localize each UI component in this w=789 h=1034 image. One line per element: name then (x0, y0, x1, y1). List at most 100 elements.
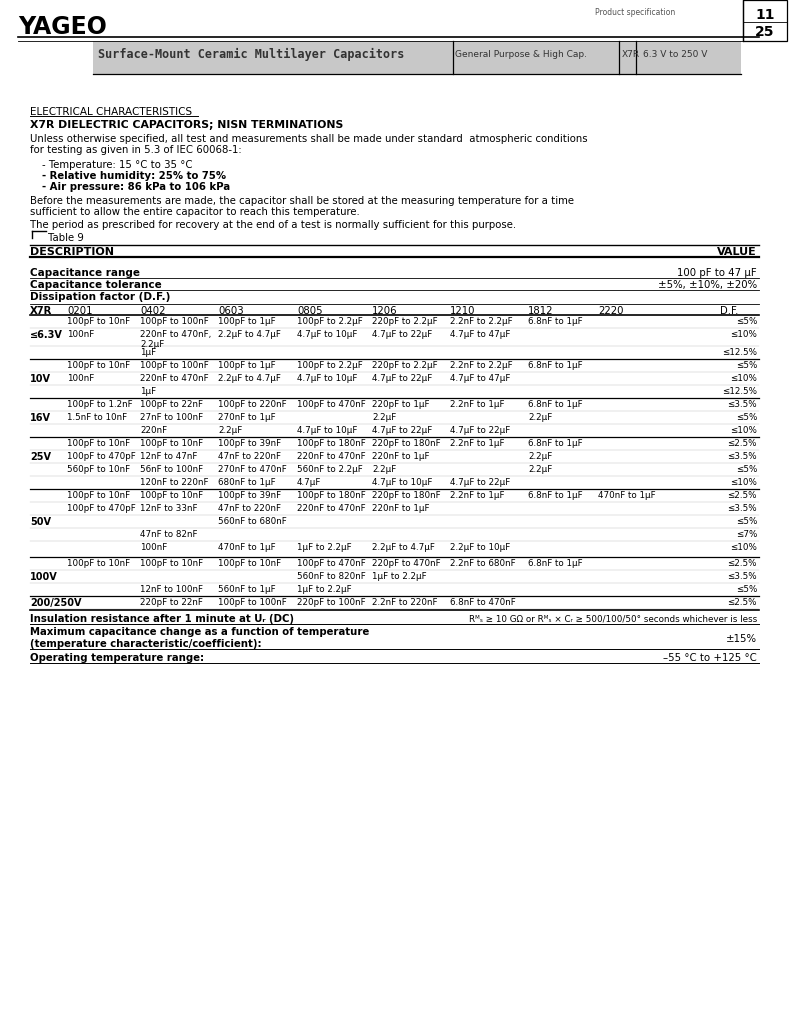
Text: ±5%, ±10%, ±20%: ±5%, ±10%, ±20% (658, 280, 757, 290)
Text: 4.7μF to 22μF: 4.7μF to 22μF (372, 426, 432, 435)
Text: 1μF to 2.2μF: 1μF to 2.2μF (297, 585, 352, 594)
Text: 220pF to 180nF: 220pF to 180nF (372, 491, 440, 500)
Text: Maximum capacitance change as a function of temperature
(temperature characteris: Maximum capacitance change as a function… (30, 627, 369, 648)
Text: 2.2μF to 4.7μF: 2.2μF to 4.7μF (218, 330, 281, 339)
Text: 100pF to 2.2μF: 100pF to 2.2μF (297, 317, 363, 326)
Text: 100pF to 39nF: 100pF to 39nF (218, 491, 281, 500)
Text: sufficient to allow the entire capacitor to reach this temperature.: sufficient to allow the entire capacitor… (30, 207, 360, 217)
Text: 50V: 50V (30, 517, 51, 527)
Text: Unless otherwise specified, all test and measurements shall be made under standa: Unless otherwise specified, all test and… (30, 134, 588, 144)
Text: 220nF to 1μF: 220nF to 1μF (372, 452, 429, 461)
Text: 2.2μF: 2.2μF (528, 465, 552, 474)
Text: ±15%: ±15% (726, 634, 757, 644)
Text: 4.7μF to 10μF: 4.7μF to 10μF (297, 426, 357, 435)
Text: 100pF to 10nF: 100pF to 10nF (67, 317, 130, 326)
Text: 100nF: 100nF (67, 374, 94, 383)
Text: 220pF to 2.2μF: 220pF to 2.2μF (372, 317, 438, 326)
Text: ≤7%: ≤7% (735, 530, 757, 539)
Text: 100pF to 22nF: 100pF to 22nF (140, 400, 203, 409)
Text: 470nF to 1μF: 470nF to 1μF (598, 491, 656, 500)
Text: ≤3.5%: ≤3.5% (727, 504, 757, 513)
Text: 200/250V: 200/250V (30, 598, 81, 608)
Text: 12nF to 100nF: 12nF to 100nF (140, 585, 203, 594)
Text: 2.2nF to 680nF: 2.2nF to 680nF (450, 559, 516, 568)
Text: ≤2.5%: ≤2.5% (727, 598, 757, 607)
Text: 220pF to 22nF: 220pF to 22nF (140, 598, 203, 607)
Text: 560nF to 1μF: 560nF to 1μF (218, 585, 275, 594)
Text: 680nF to 1μF: 680nF to 1μF (218, 478, 275, 487)
Text: 16V: 16V (30, 413, 51, 423)
Text: 100pF to 1μF: 100pF to 1μF (218, 361, 275, 370)
Text: 220nF to 470nF: 220nF to 470nF (140, 374, 208, 383)
Text: 2.2nF to 220nF: 2.2nF to 220nF (372, 598, 437, 607)
Text: 12nF to 47nF: 12nF to 47nF (140, 452, 197, 461)
Text: 2.2μF: 2.2μF (372, 465, 396, 474)
Text: - Air pressure: 86 kPa to 106 kPa: - Air pressure: 86 kPa to 106 kPa (42, 182, 230, 192)
Text: 4.7μF to 22μF: 4.7μF to 22μF (372, 330, 432, 339)
Text: ≤12.5%: ≤12.5% (722, 387, 757, 396)
Text: 0805: 0805 (297, 306, 323, 316)
Text: ≤10%: ≤10% (730, 330, 757, 339)
Text: 1μF: 1μF (140, 348, 156, 357)
Text: - Temperature: 15 °C to 35 °C: - Temperature: 15 °C to 35 °C (42, 160, 193, 170)
Text: 220pF to 100nF: 220pF to 100nF (297, 598, 365, 607)
Text: X7R: X7R (622, 50, 640, 59)
Text: 4.7μF to 22μF: 4.7μF to 22μF (450, 426, 510, 435)
Text: ≤3.5%: ≤3.5% (727, 400, 757, 409)
Text: –55 °C to +125 °C: –55 °C to +125 °C (664, 653, 757, 663)
Text: YAGEO: YAGEO (18, 16, 107, 39)
Text: 220nF to 470nF,
2.2μF: 220nF to 470nF, 2.2μF (140, 330, 211, 349)
Text: 100pF to 10nF: 100pF to 10nF (67, 559, 130, 568)
Text: 560pF to 10nF: 560pF to 10nF (67, 465, 130, 474)
Text: 100pF to 180nF: 100pF to 180nF (297, 491, 366, 500)
Text: ≤5%: ≤5% (735, 465, 757, 474)
Text: 100nF: 100nF (67, 330, 94, 339)
Text: 220nF to 470nF: 220nF to 470nF (297, 452, 365, 461)
Text: 6.8nF to 1μF: 6.8nF to 1μF (528, 361, 582, 370)
Text: 2.2nF to 2.2μF: 2.2nF to 2.2μF (450, 317, 513, 326)
Text: for testing as given in 5.3 of IEC 60068-1:: for testing as given in 5.3 of IEC 60068… (30, 145, 241, 155)
Text: 2.2nF to 2.2μF: 2.2nF to 2.2μF (450, 361, 513, 370)
Text: 47nF to 220nF: 47nF to 220nF (218, 452, 281, 461)
Text: 47nF to 82nF: 47nF to 82nF (140, 530, 197, 539)
Text: 100pF to 10nF: 100pF to 10nF (140, 439, 203, 448)
Text: DESCRIPTION: DESCRIPTION (30, 247, 114, 257)
Text: ≤5%: ≤5% (735, 517, 757, 526)
Text: 220nF to 470nF: 220nF to 470nF (297, 504, 365, 513)
Text: Capacitance range: Capacitance range (30, 268, 140, 278)
Text: 25V: 25V (30, 452, 51, 462)
Text: ≤5%: ≤5% (735, 585, 757, 594)
Text: ≤5%: ≤5% (735, 413, 757, 422)
Text: 100pF to 10nF: 100pF to 10nF (218, 559, 281, 568)
Text: 100pF to 10nF: 100pF to 10nF (140, 559, 203, 568)
Text: ≤2.5%: ≤2.5% (727, 439, 757, 448)
Text: ≤3.5%: ≤3.5% (727, 452, 757, 461)
Text: ≤10%: ≤10% (730, 374, 757, 383)
Text: 4.7μF to 22μF: 4.7μF to 22μF (450, 478, 510, 487)
Text: 100pF to 100nF: 100pF to 100nF (140, 317, 209, 326)
Text: 100pF to 100nF: 100pF to 100nF (140, 361, 209, 370)
Text: ≤10%: ≤10% (730, 426, 757, 435)
Text: 2.2nF to 1μF: 2.2nF to 1μF (450, 439, 504, 448)
Text: 100pF to 470nF: 100pF to 470nF (297, 559, 366, 568)
Text: Table 9: Table 9 (48, 233, 84, 243)
Text: ≤6.3V: ≤6.3V (30, 330, 63, 340)
Text: 6.8nF to 470nF: 6.8nF to 470nF (450, 598, 516, 607)
Text: 0402: 0402 (140, 306, 166, 316)
Text: 2.2μF to 4.7μF: 2.2μF to 4.7μF (218, 374, 281, 383)
Text: VALUE: VALUE (717, 247, 757, 257)
Text: 100pF to 10nF: 100pF to 10nF (67, 361, 130, 370)
Text: 100 pF to 47 μF: 100 pF to 47 μF (678, 268, 757, 278)
Text: 1μF to 2.2μF: 1μF to 2.2μF (297, 543, 352, 552)
Text: X7R DIELECTRIC CAPACITORS; NISN TERMINATIONS: X7R DIELECTRIC CAPACITORS; NISN TERMINAT… (30, 120, 343, 130)
Text: 1μF: 1μF (140, 387, 156, 396)
Text: 6.3 V to 250 V: 6.3 V to 250 V (643, 50, 708, 59)
Text: 0603: 0603 (218, 306, 244, 316)
Text: 560nF to 2.2μF: 560nF to 2.2μF (297, 465, 363, 474)
Text: ≤5%: ≤5% (735, 361, 757, 370)
Text: 100pF to 470pF: 100pF to 470pF (67, 452, 136, 461)
FancyBboxPatch shape (743, 0, 787, 41)
Text: 1.5nF to 10nF: 1.5nF to 10nF (67, 413, 127, 422)
Text: 4.7μF to 47μF: 4.7μF to 47μF (450, 330, 510, 339)
Text: Operating temperature range:: Operating temperature range: (30, 653, 204, 663)
